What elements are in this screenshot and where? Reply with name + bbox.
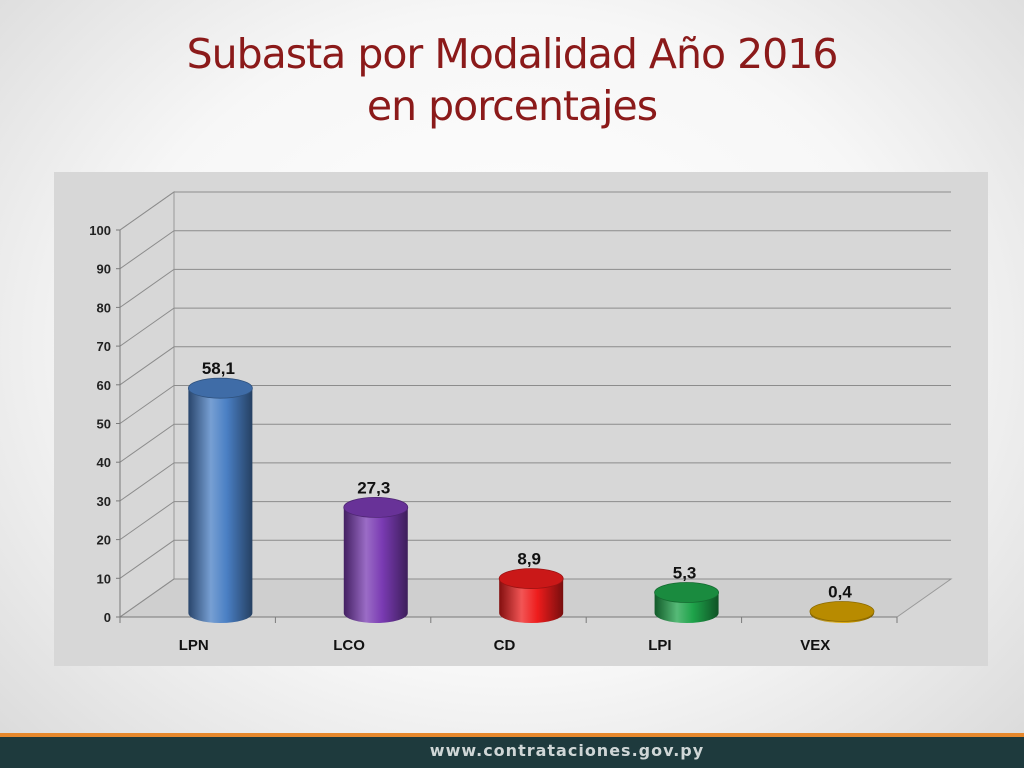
y-tick-label: 100 <box>89 223 111 238</box>
gridline <box>119 191 951 231</box>
gridline <box>119 346 951 386</box>
y-tick-label: 80 <box>97 300 111 315</box>
y-tick-label: 20 <box>97 533 111 548</box>
slide-title-line-2: en porcentajes <box>366 82 658 130</box>
slide-title-line-1: Subasta por Modalidad Año 2016 <box>186 30 839 78</box>
gridline <box>119 230 951 270</box>
gridline <box>119 268 951 308</box>
bar-lco <box>343 507 408 624</box>
chart-panel: 0 10 20 30 40 50 60 70 80 90 100 58,1 LPN 27,3 LCO 8,9 C… <box>54 172 988 666</box>
data-label: 5,3 <box>673 564 697 583</box>
data-label: 27,3 <box>357 478 390 497</box>
bar-top-lco <box>343 496 409 518</box>
gridline <box>119 462 951 502</box>
data-label: 58,1 <box>202 359 235 378</box>
gridline <box>119 385 951 424</box>
bar-top-cd <box>498 568 564 589</box>
footer-bar: www.contrataciones.gov.py <box>0 733 1024 768</box>
y-tick-label: 70 <box>97 339 111 354</box>
bar-cd <box>499 578 564 624</box>
y-tick-label: 50 <box>97 417 111 432</box>
bar-top-vex <box>809 601 875 622</box>
y-tick-label: 90 <box>97 262 111 277</box>
gridline <box>119 307 951 347</box>
footer-url: www.contrataciones.gov.py <box>429 741 705 760</box>
bar-chart: 0 10 20 30 40 50 60 70 80 90 100 58,1 LPN 27,3 LCO 8,9 C… <box>89 191 953 654</box>
gridline <box>119 539 951 579</box>
x-tick-label: LPN <box>179 637 209 654</box>
gridline <box>119 578 951 618</box>
x-tick-label: LPI <box>648 637 671 654</box>
y-tick-label: 40 <box>97 455 111 470</box>
gridline <box>119 501 951 541</box>
x-tick-label: CD <box>494 637 516 654</box>
data-label: 0,4 <box>828 582 852 601</box>
bar-top-lpn <box>187 377 253 399</box>
x-tick-label: VEX <box>800 637 830 654</box>
gridline <box>119 423 951 463</box>
data-label: 8,9 <box>517 550 541 569</box>
bar-top-lpi <box>654 582 719 603</box>
x-tick-label: LCO <box>333 637 365 654</box>
y-tick-label: 10 <box>97 571 111 586</box>
y-tick-label: 0 <box>104 610 111 625</box>
y-tick-label: 30 <box>97 494 111 509</box>
bar-lpn <box>188 388 253 624</box>
slide-title: Subasta por Modalidad Año 2016 en porcen… <box>0 28 1024 132</box>
y-tick-label: 60 <box>97 378 111 393</box>
